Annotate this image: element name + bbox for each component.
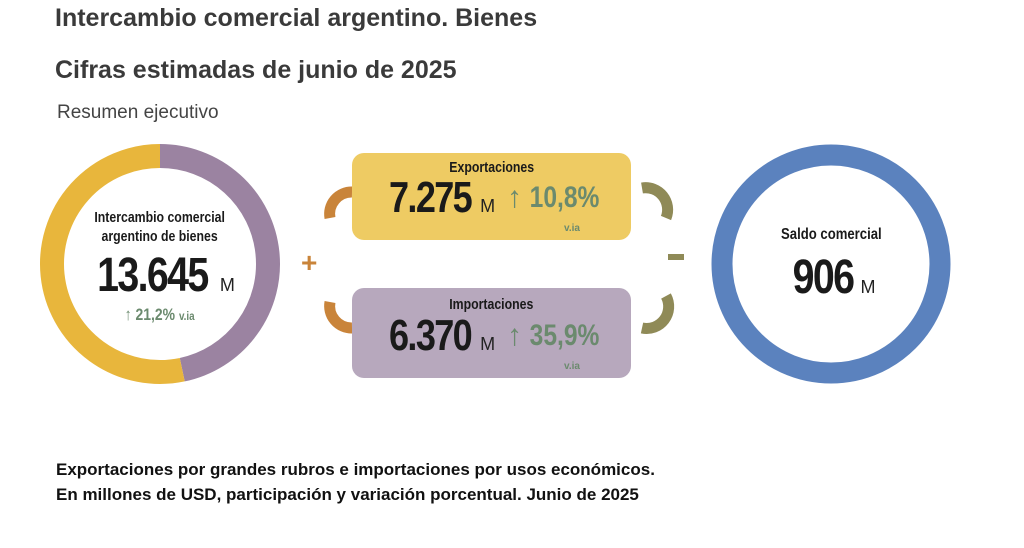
imports-unit: M: [480, 334, 496, 354]
total-change-suffix: v.ia: [179, 309, 195, 323]
plus-sign: +: [301, 247, 318, 278]
total-label-2: argentino de bienes: [101, 228, 219, 245]
minus-bracket-bottom: [640, 293, 675, 334]
exports-unit: M: [480, 196, 496, 216]
imports-card: Importaciones 6.370 M ↑ 35,9% v.ia: [352, 288, 631, 378]
balance-label: Saldo comercial: [780, 226, 882, 243]
imports-change-suffix: v.ia: [564, 361, 580, 372]
total-value: 13.645: [97, 249, 209, 302]
plus-bracket-top: [324, 186, 353, 219]
exports-change-suffix: v.ia: [564, 223, 580, 234]
exports-card: Exportaciones 7.275 M ↑ 10,8% v.ia: [352, 153, 631, 240]
imports-change: 35,9%: [529, 319, 600, 352]
page-subtitle: Cifras estimadas de junio de 2025: [55, 56, 457, 84]
minus-sign: [668, 254, 684, 260]
balance-value: 906: [793, 251, 855, 304]
arrow-up-icon: ↑: [125, 305, 132, 324]
arrow-up-icon: ↑: [507, 181, 522, 214]
footer-line-2: En millones de USD, participación y vari…: [56, 485, 639, 504]
section-title: Resumen ejecutivo: [57, 102, 219, 123]
imports-value: 6.370: [389, 311, 473, 360]
total-unit: M: [219, 275, 235, 295]
imports-label: Importaciones: [449, 296, 534, 313]
imports-segment: [159, 144, 280, 382]
total-change: 21,2%: [135, 305, 176, 324]
plus-bracket-bottom: [324, 301, 353, 334]
exports-value: 7.275: [389, 173, 473, 222]
total-donut: [40, 144, 280, 384]
balance-unit: M: [860, 277, 876, 297]
minus-bracket-top: [641, 182, 674, 221]
exports-change: 10,8%: [529, 181, 600, 214]
total-summary: Intercambio comercial argentino de bienes…: [60, 208, 260, 325]
balance-ring: [711, 144, 951, 384]
exports-label: Exportaciones: [449, 159, 534, 176]
arrow-up-icon: ↑: [507, 319, 522, 352]
page-title: Intercambio comercial argentino. Bienes: [55, 4, 538, 32]
exports-segment: [40, 144, 185, 384]
footer-line-1: Exportaciones por grandes rubros e impor…: [56, 460, 655, 479]
balance-summary: Saldo comercial 906 M: [731, 226, 931, 305]
total-label-1: Intercambio comercial: [94, 209, 226, 226]
